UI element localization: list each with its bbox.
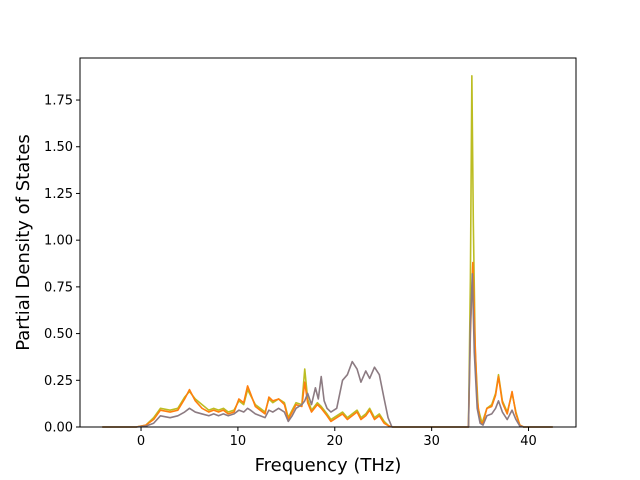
y-tick-label: 1.00: [44, 234, 73, 249]
series-line-2: [102, 261, 553, 428]
y-axis-ticks: 0.00 0.25 0.50 0.75 1.00 1.25 1.50 1.75: [44, 94, 80, 436]
x-axis-ticks: 0 10 20 30 40: [137, 427, 537, 449]
y-tick-label: 1.25: [44, 187, 73, 202]
x-tick-label: 0: [137, 434, 145, 449]
series-line-3: [102, 272, 553, 428]
x-tick-label: 20: [327, 434, 344, 449]
y-tick-label: 0.50: [44, 327, 73, 342]
x-tick-label: 10: [230, 434, 247, 449]
y-tick-label: 0.00: [44, 421, 73, 436]
x-tick-label: 40: [520, 434, 537, 449]
y-tick-label: 1.50: [44, 140, 73, 155]
series-line-1: [102, 74, 553, 428]
x-axis-label: Frequency (THz): [255, 455, 402, 476]
y-tick-label: 0.75: [44, 280, 73, 295]
x-tick-label: 30: [423, 434, 440, 449]
y-tick-label: 1.75: [44, 94, 73, 109]
axes-frame: [79, 57, 577, 428]
plot-area: [102, 74, 553, 428]
y-tick-label: 0.25: [44, 374, 73, 389]
y-axis-label: Partial Density of States: [13, 134, 34, 351]
